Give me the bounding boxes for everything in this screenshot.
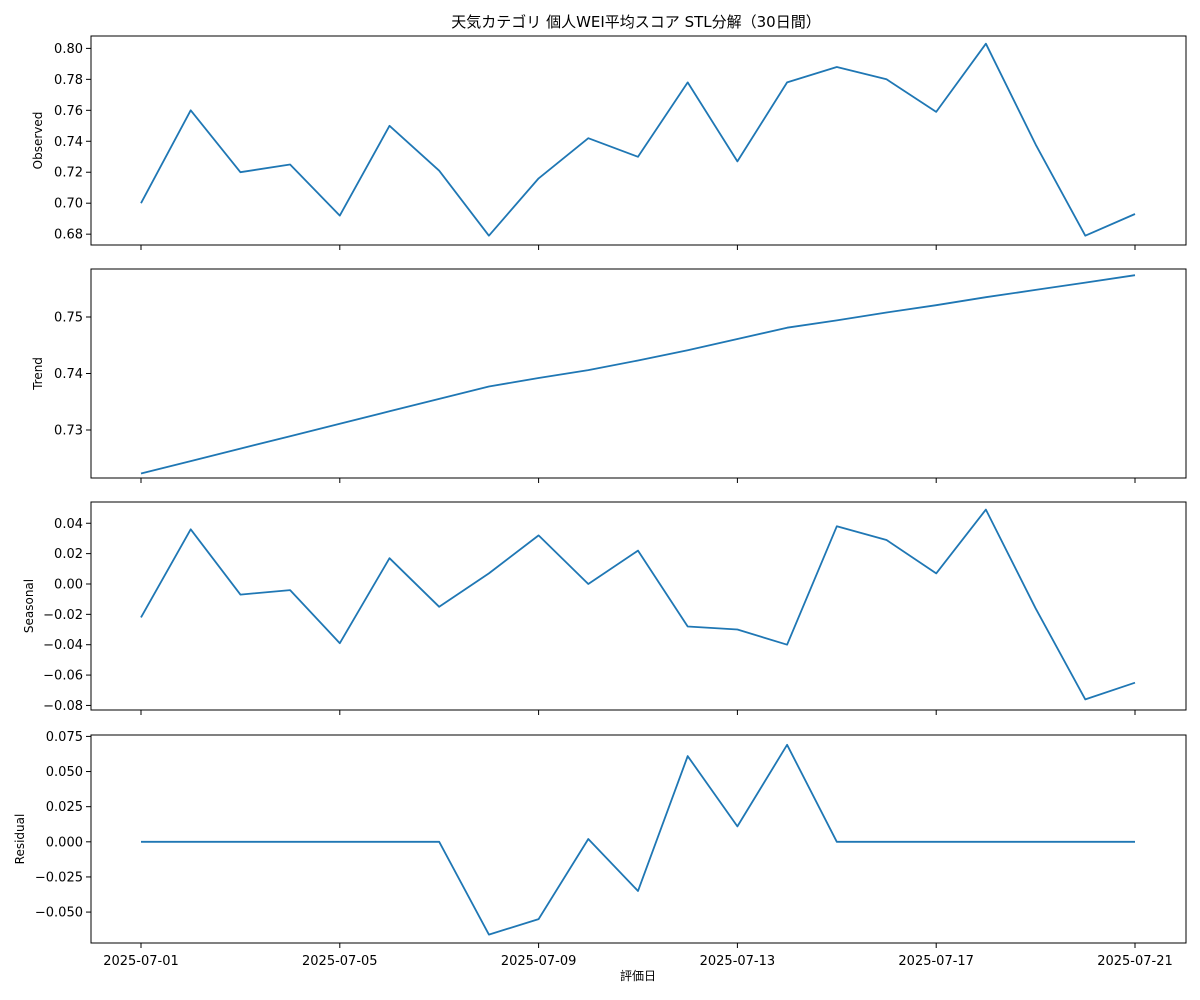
y-tick-label: −0.06 xyxy=(43,669,83,684)
y-tick-label: 0.74 xyxy=(54,367,83,382)
y-tick-label: 0.73 xyxy=(54,423,83,438)
y-tick-label: −0.025 xyxy=(35,870,83,885)
y-tick-label: 0.025 xyxy=(46,800,83,815)
y-tick-label: −0.050 xyxy=(35,906,83,921)
y-tick-label: 0.74 xyxy=(54,135,83,150)
y-axis-title: Seasonal xyxy=(22,579,36,633)
y-tick-label: 0.050 xyxy=(46,765,83,780)
x-tick-label: 2025-07-01 xyxy=(103,954,179,969)
series-line-observed xyxy=(140,42,1136,237)
panel-frame xyxy=(90,35,1187,246)
series-line-seasonal xyxy=(140,508,1136,701)
x-tick-label: 2025-07-13 xyxy=(700,954,776,969)
x-tick-label: 2025-07-17 xyxy=(898,954,974,969)
chart-title: 天気カテゴリ 個人WEI平均スコア STL分解（30日間） xyxy=(451,13,820,31)
panel-frame xyxy=(90,734,1187,944)
x-axis-title: 評価日 xyxy=(620,968,656,983)
y-tick-label: 0.72 xyxy=(54,166,83,181)
y-tick-label: 0.075 xyxy=(46,730,83,745)
series-line-trend xyxy=(140,274,1136,475)
y-tick-label: 0.75 xyxy=(54,311,83,326)
x-tick-label: 2025-07-21 xyxy=(1097,954,1173,969)
y-tick-label: 0.68 xyxy=(54,228,83,243)
panels: 0.68 0.70 0.72 0.74 0.76 0.78 0.80 Observed 0.73… xyxy=(13,35,1187,969)
x-tick-label: 2025-07-05 xyxy=(302,954,378,969)
panel-residual: −0.050 −0.025 0.000 0.025 0.050 0.075 2025-07-… xyxy=(13,730,1187,969)
panel-observed: 0.68 0.70 0.72 0.74 0.76 0.78 0.80 Observed xyxy=(31,35,1187,250)
y-tick-label: −0.02 xyxy=(43,608,83,623)
y-tick-label: 0.76 xyxy=(54,104,83,119)
y-tick-label: −0.04 xyxy=(43,638,83,653)
y-tick-label: 0.80 xyxy=(54,42,83,57)
x-tick-label: 2025-07-09 xyxy=(501,954,577,969)
y-tick-label: 0.02 xyxy=(54,547,83,562)
panel-seasonal: −0.08 −0.06 −0.04 −0.02 0.00 0.02 0.04 Seasonal xyxy=(22,501,1187,715)
y-tick-label: 0.000 xyxy=(46,835,83,850)
series-line-residual xyxy=(141,743,1135,936)
y-axis-title: Observed xyxy=(31,112,45,170)
y-tick-label: 0.78 xyxy=(54,73,83,88)
panel-trend: 0.73 0.74 0.75 Trend xyxy=(31,268,1187,483)
y-axis-title: Trend xyxy=(31,357,45,391)
y-tick-label: 0.00 xyxy=(54,577,83,592)
y-tick-label: 0.70 xyxy=(54,197,83,212)
y-axis-title: Residual xyxy=(13,814,27,865)
panel-frame xyxy=(90,501,1187,711)
y-tick-label: 0.04 xyxy=(54,517,83,532)
y-tick-label: −0.08 xyxy=(43,699,83,714)
panel-frame xyxy=(90,268,1187,479)
